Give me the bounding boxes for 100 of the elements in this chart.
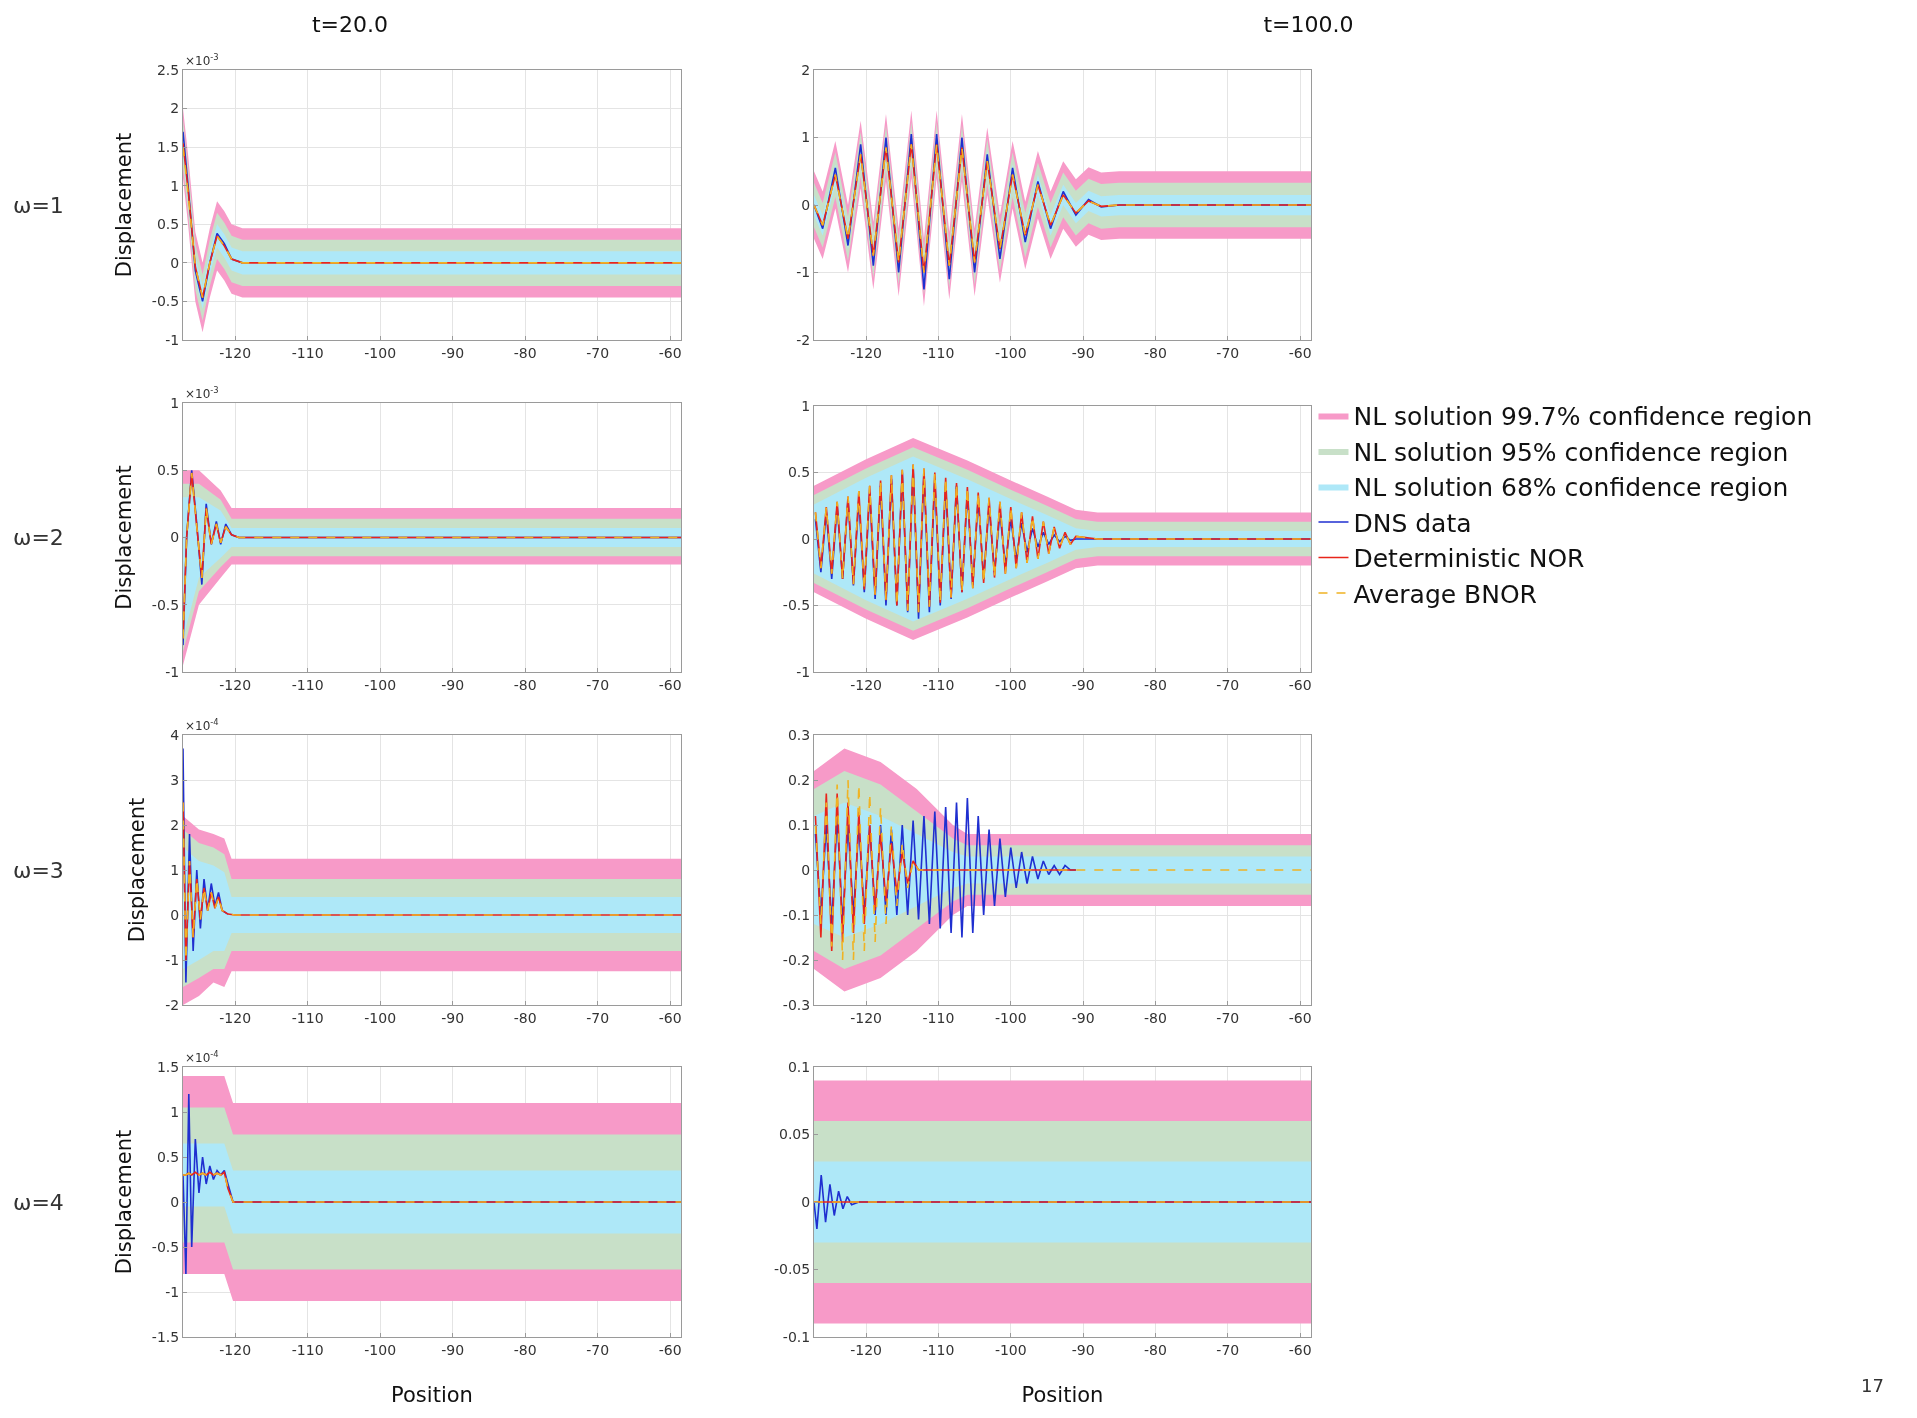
text: ω=4 [13,1190,64,1215]
x-tick-label: -60 [1288,344,1312,361]
y-tick-label: 3 [170,771,180,788]
y-tick-label: 0.5 [787,464,811,481]
y-tick-label: 4 [170,726,180,743]
x-tick-label: -120 [850,676,882,693]
y-tick-label: 0.5 [156,462,180,479]
y-tick-label: 0 [170,254,180,271]
text: ω=1 [13,193,64,218]
x-tick-label: -80 [513,1009,537,1026]
x-tick-label: -90 [1071,676,1095,693]
x-tick-label: -60 [658,344,682,361]
x-tick-label: -70 [1216,1009,1240,1026]
x-tick-label: -120 [219,1009,252,1026]
x-tick-label: -60 [1288,1009,1312,1026]
x-tick-label: -110 [291,344,324,361]
x-tick-label: -90 [441,1341,465,1358]
y-tick-label: 0 [170,906,180,923]
legend-label: NL solution 68% confidence region [1353,473,1789,503]
y-tick-label: 0.05 [779,1126,811,1143]
legend-label: Deterministic NOR [1353,544,1585,574]
x-tick-label: -80 [513,676,537,693]
x-tick-label: -90 [1071,344,1095,361]
x-tick-label: -70 [586,1341,610,1358]
y-tick-label: -0.1 [782,906,811,923]
x-tick-label: -110 [922,1341,955,1358]
x-tick-label: -70 [1216,676,1240,693]
x-tick-label: -100 [994,1341,1027,1358]
y-tick-label: 1.5 [156,1058,180,1075]
y-tick-label: 0.1 [787,1058,811,1075]
x-axis-title: Position [391,1383,473,1407]
x-tick-label: -80 [1144,1341,1167,1358]
y-axis-title: Displacement [112,1129,137,1275]
x-tick-label: -90 [441,344,465,361]
y-tick-label: 0.3 [787,726,811,743]
x-tick-label: -90 [1071,1009,1095,1026]
x-tick-label: -70 [1216,344,1240,361]
legend-label: NL solution 99.7% confidence region [1353,402,1813,432]
x-tick-label: -70 [1216,1341,1240,1358]
x-axis-title: Position [1021,1383,1104,1407]
y-tick-label: 0 [801,530,811,547]
text: ω=3 [13,858,64,883]
text: ×10$^{-4}$ [185,717,219,734]
x-tick-label: -100 [994,1009,1027,1026]
x-tick-label: -100 [364,1009,397,1026]
y-tick-label: 0 [170,1193,180,1210]
x-tick-label: -110 [922,344,955,361]
chart-title: t=20.0 [311,11,389,37]
x-tick-label: -90 [1071,1341,1095,1358]
x-tick-label: -120 [850,1341,882,1358]
y-tick-label: -0.3 [782,996,811,1013]
y-tick-label: 2 [170,816,180,833]
y-tick-label: 1 [801,397,811,414]
y-tick-label: -0.05 [773,1261,811,1278]
x-tick-label: -70 [586,676,610,693]
legend-label: NL solution 95% confidence region [1353,437,1789,467]
x-tick-label: -120 [219,1341,252,1358]
x-tick-label: -70 [586,1009,610,1026]
x-tick-label: -100 [364,344,397,361]
x-tick-label: -80 [513,1341,537,1358]
x-tick-label: -110 [291,1341,324,1358]
y-tick-label: 0.1 [787,816,811,833]
chart-title: t=100.0 [1263,11,1354,37]
text: ω=2 [13,525,64,550]
text: ×10$^{-4}$ [185,1049,219,1066]
y-axis-title: Displacement [112,132,137,278]
x-tick-label: -70 [586,344,610,361]
x-tick-label: -120 [850,344,882,361]
x-tick-label: -100 [364,1341,397,1358]
x-tick-label: -90 [441,676,465,693]
y-tick-label: 1.5 [156,139,180,156]
y-tick-label: -0.1 [782,1328,811,1345]
x-tick-label: -120 [219,676,252,693]
y-tick-label: 1 [801,129,811,146]
x-tick-label: -120 [850,1009,882,1026]
x-tick-label: -60 [1288,1341,1312,1358]
y-tick-label: 0.5 [156,216,180,233]
y-tick-label: -1 [165,951,180,968]
y-tick-label: -1 [796,264,811,281]
x-tick-label: -60 [658,676,682,693]
y-tick-label: -0.5 [151,596,180,613]
x-tick-label: -80 [1144,676,1167,693]
y-tick-label: -1 [165,331,180,348]
x-tick-label: -60 [658,1009,682,1026]
y-tick-label: 1 [170,1103,180,1120]
text: 17 [1861,1375,1884,1396]
y-tick-label: -1 [796,663,811,680]
y-tick-label: -1 [165,1283,180,1300]
x-tick-label: -110 [291,676,324,693]
y-tick-label: -0.5 [151,1238,180,1255]
text: ×10$^{-3}$ [185,52,219,69]
y-tick-label: 0.5 [156,1148,180,1165]
y-tick-label: 0.2 [787,771,811,788]
y-tick-label: 0 [801,1193,811,1210]
x-tick-label: -100 [994,344,1027,361]
y-tick-label: 1 [170,177,180,194]
y-tick-label: 2 [170,100,180,117]
y-tick-label: -0.2 [782,951,811,968]
legend-label: Average BNOR [1353,579,1537,609]
x-tick-label: -80 [1144,344,1167,361]
